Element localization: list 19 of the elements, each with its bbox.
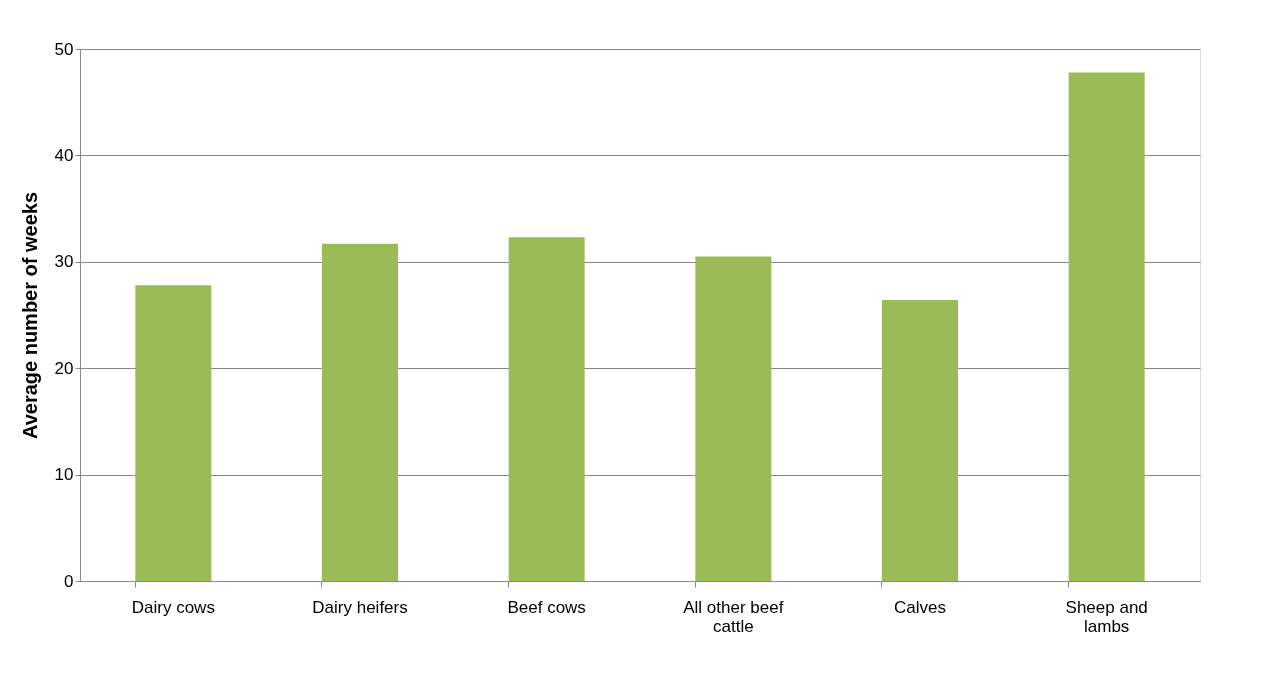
bar bbox=[322, 243, 398, 581]
y-axis-title: Average number of weeks bbox=[18, 191, 41, 440]
x-tick-label: Sheep and lambs bbox=[1065, 597, 1148, 636]
y-tick-label: 50 bbox=[54, 39, 74, 59]
y-tick-label: 30 bbox=[54, 252, 74, 272]
x-tick-label: Dairy heifers bbox=[312, 597, 408, 617]
x-tick-label: Calves bbox=[894, 597, 946, 617]
bar bbox=[695, 256, 772, 581]
bar bbox=[882, 300, 958, 581]
y-tick-label: 20 bbox=[54, 358, 74, 378]
bar bbox=[508, 237, 585, 581]
x-tick-label: All other beef cattle bbox=[683, 597, 784, 636]
y-tick-label: 10 bbox=[54, 465, 74, 485]
bar bbox=[1068, 72, 1145, 581]
x-tick-label: Beef cows bbox=[507, 597, 586, 617]
bar bbox=[135, 285, 212, 581]
y-tick-label: 40 bbox=[54, 145, 74, 165]
x-tick-label: Dairy cows bbox=[131, 597, 215, 617]
y-tick-label: 0 bbox=[64, 571, 74, 591]
